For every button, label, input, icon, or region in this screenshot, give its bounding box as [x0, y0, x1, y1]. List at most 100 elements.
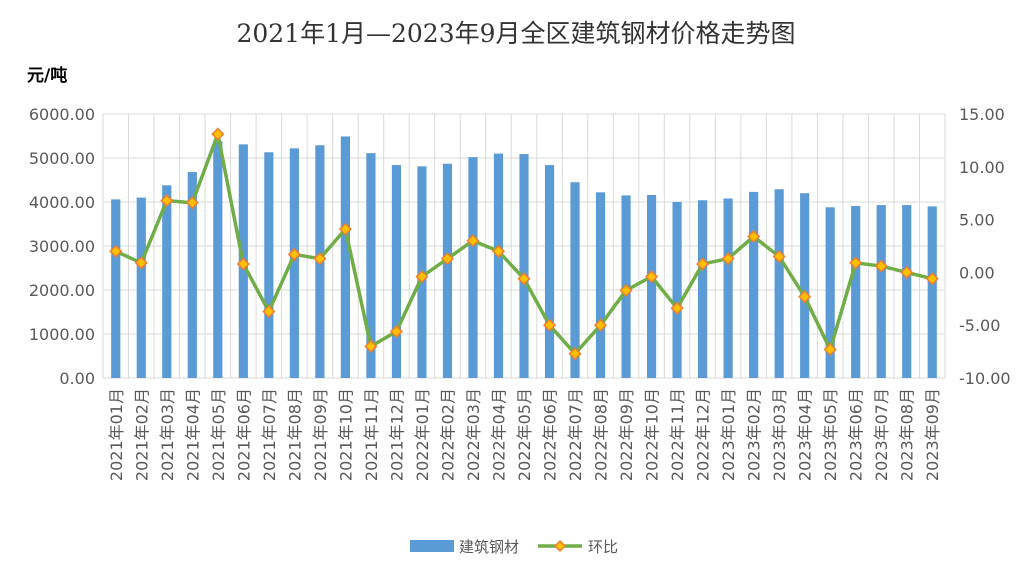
x-tick-label: 2023年07月 [872, 388, 891, 481]
bar [800, 193, 810, 378]
x-tick-label: 2023年08月 [898, 388, 917, 481]
line-point [721, 252, 735, 266]
bar [698, 200, 708, 378]
line-point [440, 252, 455, 266]
y-tick-label: 5000.00 [29, 149, 95, 168]
x-tick-label: 2023年01月 [719, 388, 738, 481]
bar [442, 163, 453, 378]
y2-tick-label: 0.00 [959, 263, 995, 282]
y-tick-label: 2000.00 [29, 281, 95, 300]
x-tick-label: 2022年10月 [643, 388, 662, 481]
line-point [313, 252, 327, 266]
line-point [772, 249, 786, 264]
bar [136, 197, 146, 378]
bar [264, 152, 274, 378]
line-point [338, 222, 352, 236]
line-point [517, 272, 531, 286]
line-point [798, 290, 812, 304]
y-tick-label: 4000.00 [29, 193, 95, 212]
x-tick-label: 2021年11月 [362, 388, 381, 481]
line-point [160, 194, 174, 208]
x-tick-label: 2022年08月 [592, 388, 611, 481]
line-point [619, 283, 633, 297]
line-point [466, 234, 480, 248]
x-tick-label: 2022年12月 [694, 388, 713, 481]
x-tick-label: 2022年11月 [668, 388, 687, 481]
line-point [925, 272, 939, 286]
bar [544, 165, 555, 378]
line-point [287, 247, 301, 262]
bar [723, 198, 733, 378]
x-tick-label: 2022年01月 [413, 388, 432, 481]
line-point [645, 270, 659, 284]
line-point [670, 301, 684, 315]
left-axis-ticks: 0.00 1000.00 2000.00 3000.00 4000.00 5000.00 6… [29, 105, 95, 388]
x-tick-label: 2023年06月 [847, 388, 866, 481]
line-point [109, 244, 123, 258]
bar [468, 157, 478, 378]
y-tick-label: 0.00 [59, 369, 95, 388]
y2-tick-label: 5.00 [959, 211, 995, 230]
x-axis-ticks: 2021年01月 2021年02月 2021年03月 2021年04月 2021年05月… [107, 388, 942, 481]
line-point [747, 229, 761, 244]
x-tick-label: 2021年06月 [234, 388, 253, 481]
line-point [364, 339, 378, 353]
line-point [900, 265, 914, 279]
x-tick-label: 2021年01月 [107, 388, 126, 481]
bar [749, 191, 759, 378]
bar [187, 172, 197, 378]
bar [493, 153, 504, 378]
bar-series [111, 136, 937, 378]
line-point [568, 347, 582, 361]
bar [111, 199, 121, 378]
line-point [823, 342, 837, 357]
y2-tick-label: 10.00 [959, 158, 1005, 177]
y-tick-label: 6000.00 [29, 105, 95, 124]
legend-line-marker [553, 539, 567, 553]
bar [672, 202, 682, 378]
y2-tick-label: 15.00 [959, 105, 1005, 124]
x-tick-label: 2021年07月 [260, 388, 279, 481]
legend-label-bar: 建筑钢材 [459, 538, 519, 556]
x-tick-label: 2021年08月 [285, 388, 304, 481]
line-point [874, 259, 888, 273]
right-axis-ticks: -10.00 -5.00 0.00 5.00 10.00 15.00 [959, 105, 1011, 388]
x-tick-label: 2023年02月 [745, 388, 764, 481]
x-tick-label: 2022年09月 [617, 388, 636, 481]
legend: 建筑钢材 环比 [410, 538, 618, 556]
y-tick-label: 1000.00 [29, 325, 95, 344]
bar [391, 165, 402, 378]
x-tick-label: 2021年02月 [132, 388, 151, 481]
bar [851, 205, 861, 378]
bar [366, 153, 376, 378]
legend-label-line: 环比 [588, 538, 618, 556]
bar [774, 189, 784, 378]
bar [213, 141, 223, 378]
x-tick-label: 2021年04月 [183, 388, 202, 481]
line-point [236, 257, 250, 271]
bar [876, 205, 886, 378]
line-series [109, 127, 939, 361]
bar [162, 185, 172, 378]
line-point [389, 324, 403, 339]
x-tick-label: 2023年04月 [796, 388, 815, 481]
bar [595, 192, 606, 378]
bar [902, 205, 912, 378]
x-tick-label: 2022年05月 [515, 388, 534, 481]
x-tick-label: 2022年07月 [566, 388, 585, 481]
line-point [542, 318, 557, 332]
x-tick-label: 2021年05月 [209, 388, 228, 481]
x-tick-label: 2023年05月 [821, 388, 840, 481]
line-point [262, 304, 276, 319]
line-point [134, 256, 148, 270]
x-tick-label: 2022年02月 [438, 388, 457, 481]
x-tick-label: 2021年12月 [387, 388, 406, 481]
legend-bar-swatch [410, 540, 454, 552]
line-point [696, 257, 710, 271]
line-point [849, 256, 863, 270]
line-point [211, 127, 225, 141]
line-point [415, 270, 429, 284]
x-tick-label: 2022年04月 [489, 388, 508, 481]
